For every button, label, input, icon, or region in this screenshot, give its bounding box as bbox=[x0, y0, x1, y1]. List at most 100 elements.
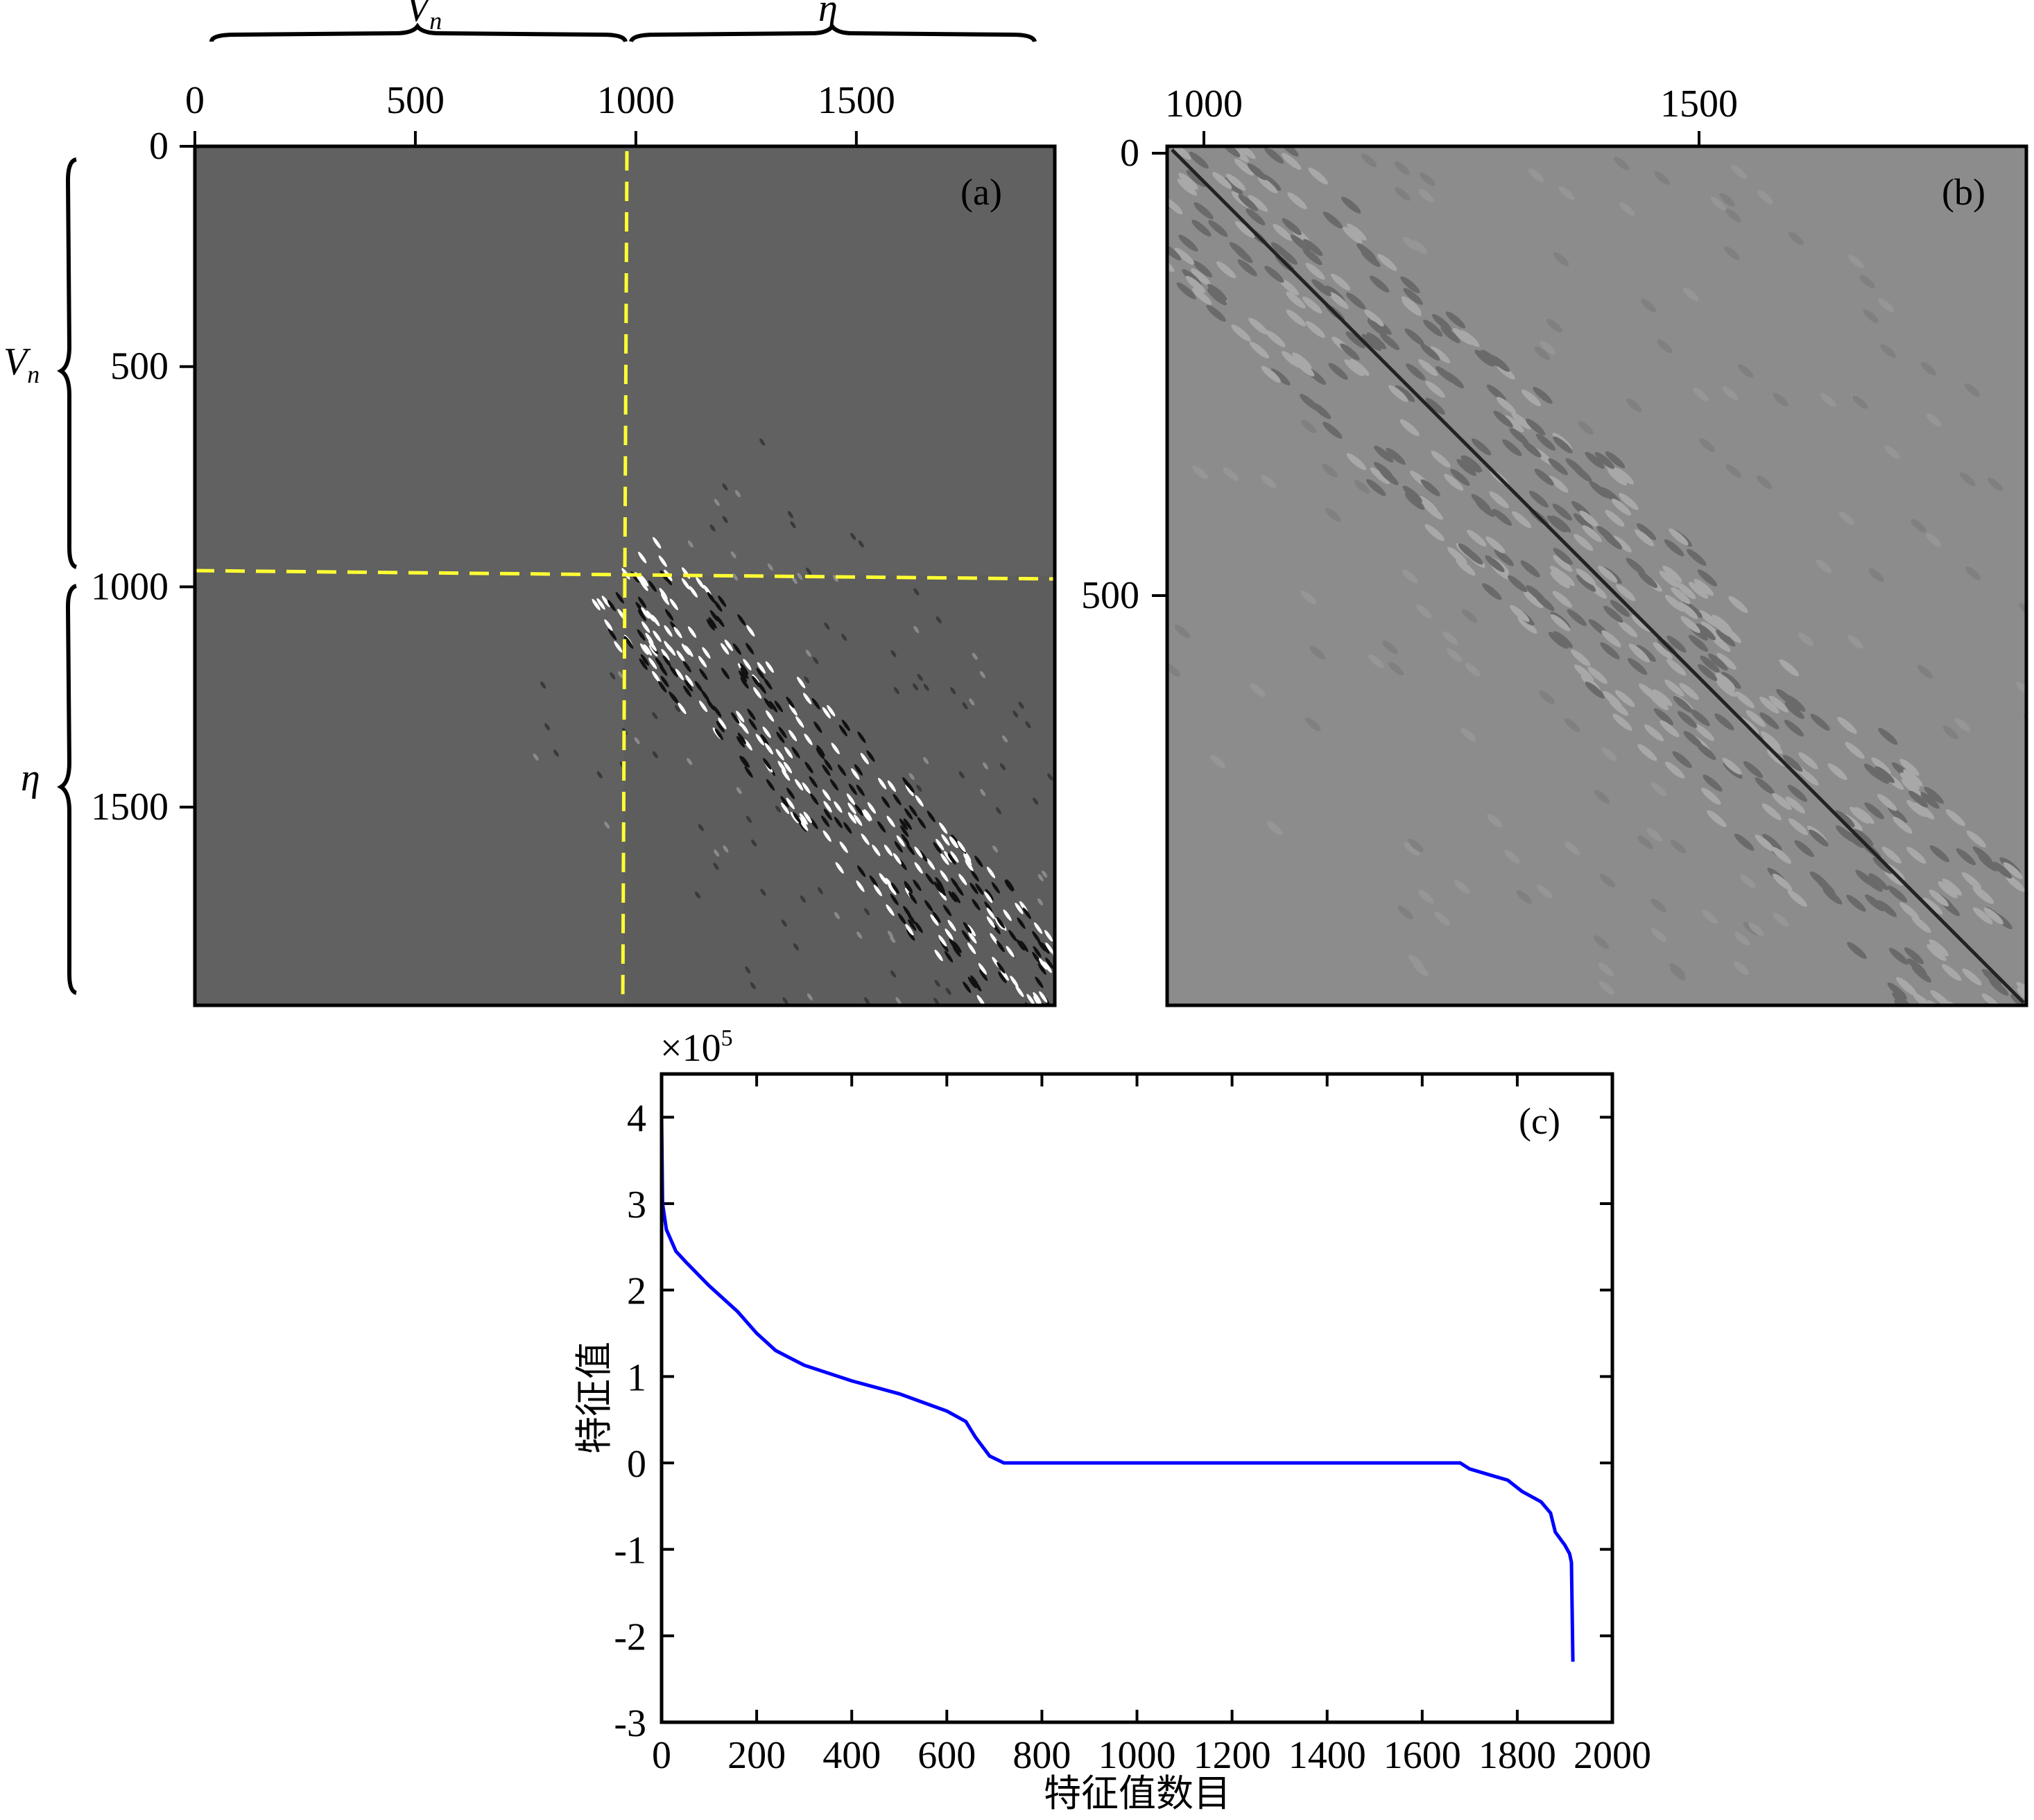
matrix-element bbox=[903, 818, 912, 830]
matrix-element bbox=[852, 1032, 859, 1041]
matrix-element bbox=[1037, 939, 1046, 952]
matrix-element bbox=[1899, 772, 1920, 790]
matrix-element bbox=[1773, 912, 1789, 927]
matrix-element bbox=[1779, 659, 1799, 677]
matrix-element bbox=[1300, 590, 1317, 605]
matrix-element bbox=[1474, 349, 1494, 367]
matrix-element bbox=[984, 891, 993, 903]
matrix-element bbox=[682, 661, 691, 673]
matrix-element bbox=[1942, 964, 1962, 981]
matrix-element bbox=[1903, 769, 1923, 787]
matrix-element bbox=[1137, 258, 1157, 276]
matrix-element bbox=[804, 734, 813, 745]
matrix-element bbox=[639, 575, 649, 587]
matrix-element bbox=[707, 591, 716, 604]
matrix-element bbox=[1872, 857, 1893, 874]
matrix-element bbox=[1446, 648, 1463, 662]
matrix-element bbox=[1788, 231, 1804, 245]
matrix-element bbox=[864, 908, 870, 916]
matrix-element bbox=[1386, 447, 1406, 465]
matrix-element bbox=[1785, 796, 1806, 814]
matrix-element bbox=[1850, 806, 1870, 824]
matrix-element bbox=[1037, 874, 1044, 882]
matrix-element bbox=[1746, 710, 1766, 727]
matrix-element bbox=[953, 941, 962, 953]
matrix-element bbox=[780, 796, 789, 808]
matrix-element bbox=[1083, 935, 1090, 944]
matrix-element bbox=[890, 650, 897, 657]
matrix-element bbox=[1493, 410, 1513, 428]
matrix-element bbox=[745, 966, 751, 974]
matrix-element bbox=[1290, 234, 1311, 252]
matrix-element bbox=[661, 648, 670, 661]
matrix-element bbox=[790, 811, 799, 824]
matrix-element bbox=[803, 811, 812, 824]
matrix-element bbox=[1056, 980, 1067, 993]
matrix-element bbox=[1662, 565, 1682, 583]
matrix-element bbox=[649, 645, 658, 657]
matrix-element bbox=[1636, 645, 1656, 662]
matrix-element bbox=[1678, 1166, 1697, 1184]
divider-vertical bbox=[621, 150, 629, 1006]
matrix-element bbox=[1019, 1014, 1030, 1028]
matrix-element bbox=[1273, 223, 1293, 241]
matrix-element bbox=[1736, 1204, 1756, 1222]
matrix-element bbox=[1534, 346, 1551, 361]
matrix-element bbox=[1960, 1007, 1983, 1029]
matrix-element bbox=[684, 679, 693, 692]
matrix-element bbox=[1598, 962, 1614, 977]
matrix-element bbox=[1340, 343, 1360, 361]
matrix-element bbox=[1571, 649, 1591, 667]
matrix-element bbox=[776, 731, 785, 743]
matrix-element bbox=[1924, 786, 1944, 804]
panel-b-frame bbox=[1165, 144, 2028, 1007]
matrix-element bbox=[786, 696, 795, 709]
matrix-element bbox=[2015, 682, 2026, 696]
matrix-element bbox=[1741, 1068, 1760, 1086]
matrix-element bbox=[888, 883, 897, 896]
panel-b-label: (b) bbox=[1942, 171, 1985, 213]
matrix-element bbox=[846, 793, 856, 806]
matrix-element bbox=[1347, 223, 1367, 241]
matrix-element bbox=[1209, 754, 1226, 769]
matrix-element bbox=[1043, 961, 1052, 973]
matrix-element bbox=[1485, 536, 1506, 554]
matrix-element bbox=[1748, 922, 1764, 937]
matrix-element bbox=[1356, 243, 1377, 261]
matrix-element bbox=[1974, 887, 1994, 904]
matrix-element bbox=[857, 865, 866, 877]
matrix-element bbox=[734, 489, 741, 498]
matrix-element bbox=[1864, 802, 1884, 820]
matrix-element bbox=[1343, 226, 1363, 244]
matrix-element bbox=[1379, 333, 1400, 350]
matrix-element bbox=[947, 853, 956, 865]
matrix-element bbox=[608, 628, 617, 641]
matrix-element bbox=[721, 668, 730, 679]
matrix-element bbox=[736, 711, 745, 722]
matrix-element bbox=[1309, 645, 1325, 659]
matrix-element bbox=[1295, 359, 1315, 376]
matrix-element bbox=[1636, 523, 1657, 541]
matrix-element bbox=[1737, 364, 1754, 378]
matrix-element bbox=[1942, 878, 1963, 896]
matrix-element bbox=[904, 808, 913, 820]
matrix-element bbox=[553, 749, 559, 757]
matrix-element bbox=[1847, 635, 1863, 649]
matrix-element bbox=[923, 756, 929, 765]
matrix-element bbox=[1139, 210, 1162, 232]
matrix-element bbox=[926, 858, 936, 870]
matrix-element bbox=[687, 626, 697, 639]
matrix-element bbox=[1687, 548, 1707, 566]
matrix-element bbox=[1346, 292, 1366, 310]
matrix-element bbox=[1906, 847, 1927, 864]
matrix-element bbox=[1734, 833, 1755, 851]
matrix-element bbox=[1708, 653, 1728, 671]
matrix-element bbox=[1305, 321, 1325, 338]
matrix-element bbox=[2030, 811, 2034, 829]
matrix-element bbox=[1651, 899, 1666, 912]
matrix-element bbox=[1308, 167, 1328, 185]
matrix-element bbox=[1322, 211, 1343, 229]
matrix-element bbox=[992, 845, 999, 853]
matrix-element bbox=[1361, 333, 1381, 352]
matrix-element bbox=[1096, 804, 1103, 813]
